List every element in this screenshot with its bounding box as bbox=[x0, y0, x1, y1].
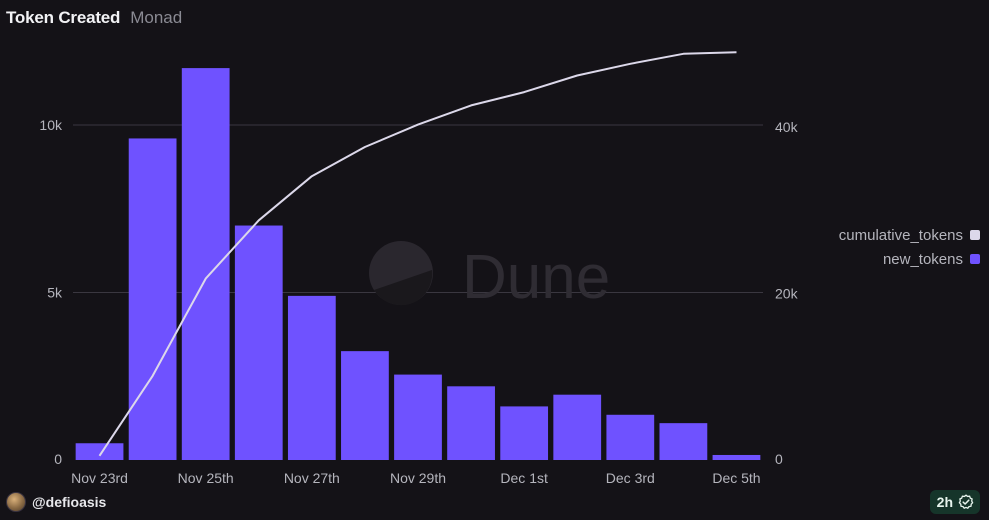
refresh-badge-label: 2h bbox=[936, 494, 953, 510]
refresh-badge[interactable]: 2h bbox=[929, 490, 980, 514]
legend-swatch[interactable] bbox=[970, 254, 980, 264]
dune-watermark: Dune bbox=[369, 241, 610, 312]
chart-legend[interactable]: cumulative_tokens new_tokens bbox=[839, 222, 980, 268]
legend-label[interactable]: cumulative_tokens bbox=[839, 227, 963, 244]
bar-new-tokens[interactable] bbox=[500, 406, 549, 460]
token-created-chart: Dune 0 5k 10k 0 20k 40k Nov 23rd Nov 25th Nov 27… bbox=[39, 51, 980, 486]
dune-watermark-text: Dune bbox=[462, 243, 610, 312]
left-axis-tick-label: 0 bbox=[54, 451, 62, 467]
new-tokens-bars bbox=[75, 68, 761, 460]
bar-new-tokens[interactable] bbox=[447, 386, 495, 460]
legend-label[interactable]: new_tokens bbox=[883, 251, 963, 268]
chart-title: Token Created bbox=[6, 8, 121, 27]
right-axis-tick-label: 20k bbox=[775, 286, 799, 302]
legend-swatch[interactable] bbox=[970, 230, 980, 240]
verified-check-icon bbox=[958, 494, 974, 510]
bar-new-tokens[interactable] bbox=[75, 443, 124, 460]
line-cumulative-tokens[interactable] bbox=[98, 51, 737, 457]
left-axis-tick-label: 10k bbox=[39, 117, 63, 133]
x-axis-tick-label: Nov 27th bbox=[284, 470, 340, 486]
x-axis-tick-label: Nov 25th bbox=[178, 470, 234, 486]
bar-new-tokens[interactable] bbox=[712, 454, 761, 460]
x-axis-tick-label: Nov 23rd bbox=[71, 470, 128, 486]
avatar[interactable] bbox=[6, 492, 26, 512]
bar-new-tokens[interactable] bbox=[341, 351, 389, 460]
author[interactable]: @defioasis bbox=[6, 492, 106, 512]
bar-new-tokens[interactable] bbox=[287, 295, 336, 460]
axis-labels: 0 5k 10k 0 20k 40k Nov 23rd Nov 25th Nov 27th Nov… bbox=[39, 117, 798, 486]
author-username[interactable]: @defioasis bbox=[32, 494, 107, 510]
bar-new-tokens[interactable] bbox=[234, 225, 283, 460]
dune-logo-slice bbox=[374, 270, 433, 306]
bar-new-tokens[interactable] bbox=[128, 138, 177, 460]
legend-truncation-mask bbox=[964, 222, 969, 246]
bar-new-tokens[interactable] bbox=[659, 423, 708, 460]
x-axis-tick-label: Dec 5th bbox=[712, 470, 760, 486]
x-axis-tick-label: Nov 29th bbox=[390, 470, 446, 486]
x-axis-tick-label: Dec 1st bbox=[500, 470, 548, 486]
left-axis-tick-label: 5k bbox=[47, 285, 63, 301]
right-axis-tick-label: 0 bbox=[775, 451, 783, 467]
right-axis-tick-label: 40k bbox=[775, 119, 799, 135]
bar-new-tokens[interactable] bbox=[606, 414, 655, 460]
bar-new-tokens[interactable] bbox=[394, 374, 442, 460]
chart-header: Token Created Monad bbox=[6, 8, 182, 30]
cumulative-tokens-line bbox=[98, 51, 737, 457]
chart-subtitle: Monad bbox=[130, 8, 183, 27]
x-axis-tick-label: Dec 3rd bbox=[606, 470, 655, 486]
bar-new-tokens[interactable] bbox=[181, 68, 230, 460]
bar-new-tokens[interactable] bbox=[553, 394, 602, 460]
